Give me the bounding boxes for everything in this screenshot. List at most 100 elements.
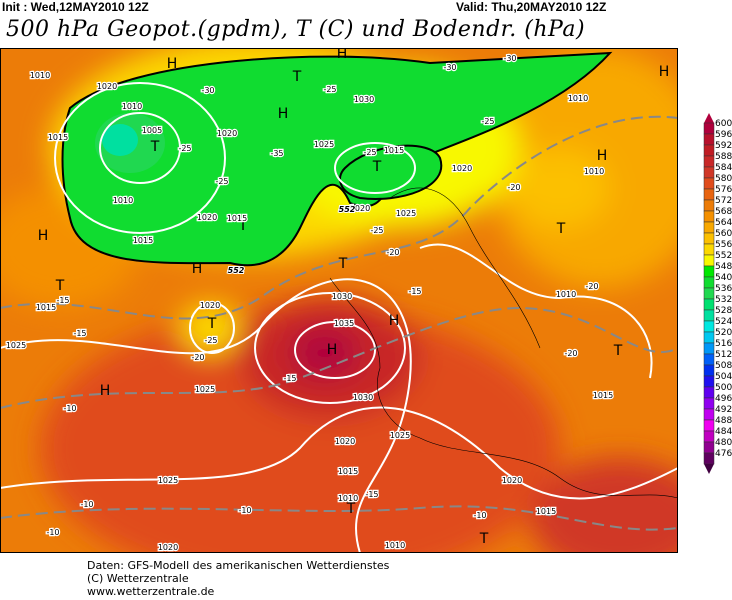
isotherm-label: -30 — [503, 54, 516, 63]
low-pressure-symbol: T — [292, 69, 302, 85]
legend-swatch — [703, 243, 715, 256]
chart-title: 500 hPa Geopot.(gpdm), T (C) und Bodendr… — [6, 17, 586, 42]
isotherms — [0, 115, 678, 531]
map-frame — [0, 48, 678, 553]
footer: Daten: GFS-Modell des amerikanischen Wet… — [87, 559, 389, 598]
legend-label: 580 — [715, 174, 732, 184]
isobars — [0, 82, 678, 553]
legend-label: 600 — [715, 119, 732, 129]
isotherm-label: -25 — [178, 144, 191, 153]
isotherm-label: -25 — [370, 226, 383, 235]
isotherm-label: -20 — [191, 353, 204, 362]
isobar-label: 1025 — [158, 476, 178, 485]
legend-swatch — [703, 331, 715, 344]
isotherm-label: -10 — [80, 500, 93, 509]
legend-swatch — [703, 320, 715, 333]
legend-label: 532 — [715, 295, 732, 305]
isobar-label: 1015 — [384, 146, 404, 155]
isobar-label: 1025 — [396, 209, 416, 218]
legend-label: 496 — [715, 394, 732, 404]
isobar-label: 1010 — [385, 541, 405, 550]
isobar-label: 1010 — [113, 196, 133, 205]
legend-swatch — [703, 441, 715, 454]
legend-swatch — [703, 386, 715, 399]
low-pressure-symbol: T — [207, 316, 217, 332]
legend-label: 504 — [715, 372, 732, 382]
isobar-label: 1020 — [217, 129, 237, 138]
legend-label: 596 — [715, 130, 732, 140]
color-legend: 600 596 592 588 584 580 576 572 568 564 560 556 552 5… — [699, 113, 732, 492]
isobar-label: 1030 — [353, 393, 373, 402]
legend-swatch — [703, 397, 715, 410]
isotherm-label: -15 — [283, 374, 296, 383]
isobar-label: 1010 — [30, 71, 50, 80]
legend-label: 528 — [715, 306, 732, 316]
legend-swatch — [703, 452, 715, 465]
isobar-label: 1015 — [338, 467, 358, 476]
legend-swatch — [703, 166, 715, 179]
legend-swatch — [703, 199, 715, 212]
legend-label: 484 — [715, 427, 732, 437]
legend-label: 560 — [715, 229, 732, 239]
legend-label: 500 — [715, 383, 732, 393]
isobar-label: 1010 — [584, 167, 604, 176]
website-link[interactable]: www.wetterzentrale.de — [87, 585, 215, 598]
coastlines — [329, 187, 678, 499]
high-pressure-symbol: H — [278, 106, 289, 122]
legend-label: 488 — [715, 416, 732, 426]
legend-swatch — [703, 254, 715, 267]
isobar-label: 1015 — [536, 507, 556, 516]
legend-swatch — [703, 298, 715, 311]
isotherm-label: -35 — [270, 149, 283, 158]
copyright: (C) Wetterzentrale — [87, 572, 189, 585]
legend-swatch — [703, 188, 715, 201]
legend-label: 536 — [715, 284, 732, 294]
isobar-label: 1030 — [332, 292, 352, 301]
isobar-label: 1025 — [314, 140, 334, 149]
high-pressure-symbol: H — [597, 148, 608, 164]
legend-swatch — [703, 232, 715, 245]
isotherm-label: -25 — [204, 336, 217, 345]
isobar-label: 1020 — [335, 437, 355, 446]
legend-label: 556 — [715, 240, 732, 250]
isobar-label: 1020 — [350, 204, 370, 213]
high-pressure-symbol: H — [327, 342, 338, 358]
legend-arrow-bottom — [704, 464, 714, 474]
legend-label: 480 — [715, 438, 732, 448]
legend-label: 592 — [715, 141, 732, 151]
legend-label: 512 — [715, 350, 732, 360]
legend-swatch — [703, 408, 715, 421]
legend-label: 524 — [715, 317, 732, 327]
isobar-label: 1010 — [122, 102, 142, 111]
isotherm-label: -15 — [365, 490, 378, 499]
legend-swatch — [703, 430, 715, 443]
isobar-label: 1005 — [142, 126, 162, 135]
isobar-label: 1025 — [195, 385, 215, 394]
isobar-label: 1020 — [502, 476, 522, 485]
legend-swatch — [703, 419, 715, 432]
low-pressure-symbol: T — [372, 159, 382, 175]
legend-swatch — [703, 342, 715, 355]
legend-label: 564 — [715, 218, 732, 228]
isobar-label: 1025 — [6, 341, 26, 350]
high-pressure-symbol: H — [38, 228, 49, 244]
isobar-label: 1030 — [354, 95, 374, 104]
isobar-label: 1025 — [390, 431, 410, 440]
init-time: Init : Wed,12MAY2010 12Z — [2, 0, 149, 14]
isobar-label: 1010 — [338, 494, 358, 503]
legend-label: 568 — [715, 207, 732, 217]
legend-label: 508 — [715, 361, 732, 371]
legend-label: 520 — [715, 328, 732, 338]
isotherm-label: -30 — [443, 63, 456, 72]
isobar-label: 1010 — [556, 290, 576, 299]
isobar-label: 1010 — [568, 94, 588, 103]
legend-label: 548 — [715, 262, 732, 272]
isotherm-label: -10 — [473, 511, 486, 520]
legend-label: 540 — [715, 273, 732, 283]
legend-label: 492 — [715, 405, 732, 415]
high-pressure-symbol: H — [337, 48, 348, 62]
isobar-label: 1020 — [200, 301, 220, 310]
legend-swatch — [703, 375, 715, 388]
isobar-label: 1015 — [133, 236, 153, 245]
isobar-label: 1020 — [158, 543, 178, 552]
